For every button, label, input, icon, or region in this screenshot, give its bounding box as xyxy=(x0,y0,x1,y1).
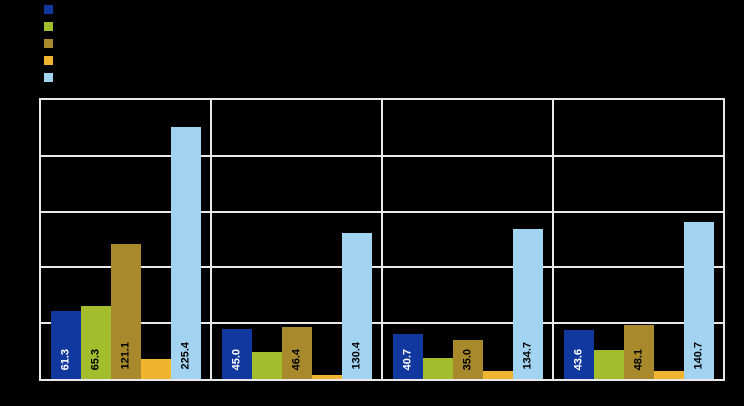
bar-value-label: 130.4 xyxy=(350,342,362,370)
bar: 48.1 xyxy=(623,325,654,379)
bar: 46.4 xyxy=(281,327,312,379)
bar: 225.4 xyxy=(170,127,201,379)
legend-item xyxy=(44,39,59,48)
category-panel: 40.7 35.0 134.7 xyxy=(383,100,554,379)
bar-value-label: 65.3 xyxy=(89,348,101,370)
bar-value-label: 134.7 xyxy=(521,342,533,370)
plot-area: 61.3 65.3 121.1 225.4 45.0 46.4 130.4 40.7 35.0 1… xyxy=(39,98,725,381)
bar-value-label: 46.4 xyxy=(290,348,302,370)
bar-value-label: 225.4 xyxy=(179,342,191,370)
bar: 40.7 xyxy=(392,333,423,379)
bar: 65.3 xyxy=(80,306,111,379)
bar-value-label: 121.1 xyxy=(119,342,131,370)
bar-group: 40.7 35.0 134.7 xyxy=(383,100,552,379)
bar xyxy=(653,371,684,379)
legend-item xyxy=(44,73,59,82)
bar-group: 43.6 48.1 140.7 xyxy=(554,100,723,379)
bar xyxy=(422,357,453,379)
bar-value-label: 35.0 xyxy=(461,348,473,370)
bar-group: 45.0 46.4 130.4 xyxy=(212,100,381,379)
legend-item xyxy=(44,22,59,31)
bar-group: 61.3 65.3 121.1 225.4 xyxy=(41,100,210,379)
bar: 121.1 xyxy=(110,243,141,379)
bar: 134.7 xyxy=(512,228,543,379)
bar xyxy=(251,352,282,379)
bar-value-label: 140.7 xyxy=(692,342,704,370)
bar xyxy=(140,358,171,379)
legend xyxy=(44,5,59,90)
legend-swatch-icon xyxy=(44,39,53,48)
bar-value-label: 45.0 xyxy=(230,348,242,370)
bar: 130.4 xyxy=(341,233,372,379)
legend-swatch-icon xyxy=(44,22,53,31)
category-panel: 43.6 48.1 140.7 xyxy=(554,100,723,379)
bar xyxy=(482,371,513,379)
bar: 43.6 xyxy=(563,330,594,379)
bar: 61.3 xyxy=(50,310,81,379)
bar: 140.7 xyxy=(683,221,714,379)
legend-swatch-icon xyxy=(44,5,53,14)
legend-swatch-icon xyxy=(44,73,53,82)
bar-value-label: 43.6 xyxy=(572,348,584,370)
bar-value-label: 48.1 xyxy=(632,348,644,370)
category-panel: 61.3 65.3 121.1 225.4 xyxy=(41,100,212,379)
bar: 35.0 xyxy=(452,339,483,379)
bar xyxy=(311,374,342,379)
legend-item xyxy=(44,5,59,14)
legend-item xyxy=(44,56,59,65)
bar: 45.0 xyxy=(221,328,252,379)
bar-value-label: 61.3 xyxy=(59,348,71,370)
category-panel: 45.0 46.4 130.4 xyxy=(212,100,383,379)
bar xyxy=(593,349,624,379)
bar-value-label: 40.7 xyxy=(401,348,413,370)
legend-swatch-icon xyxy=(44,56,53,65)
